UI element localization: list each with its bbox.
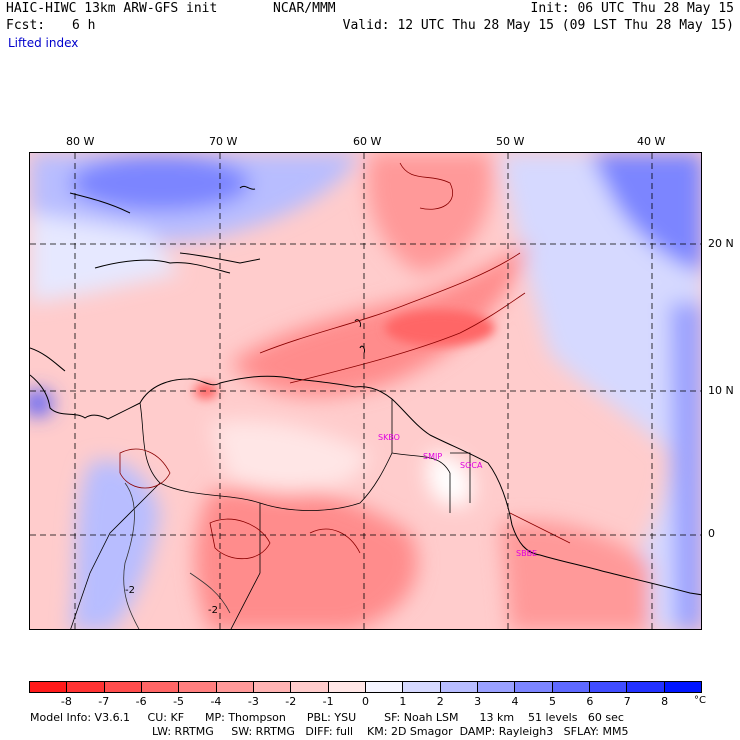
model-title: HAIC-HIWC 13km ARW-GFS init xyxy=(6,1,218,16)
colorbar-tick-label: -4 xyxy=(210,695,222,708)
colorbar-tick-label: -1 xyxy=(322,695,334,708)
colorbar-tick-label: 3 xyxy=(474,695,482,708)
station-label: SBBE xyxy=(516,549,538,558)
lon-label: 70 W xyxy=(209,135,238,148)
model-info-line2: LW: RRTMG SW: RRTMG DIFF: full KM: 2D Sm… xyxy=(152,725,629,738)
colorbar-tick-label: 5 xyxy=(548,695,556,708)
colorbar-tick-label: 2 xyxy=(436,695,444,708)
fcst-value: 6 h xyxy=(72,18,96,33)
colorbar-swatch xyxy=(664,682,701,692)
colorbar-tick-label: 7 xyxy=(623,695,631,708)
colorbar-swatch xyxy=(179,682,217,692)
colorbar-swatch xyxy=(141,682,180,692)
colorbar-swatch xyxy=(515,682,553,692)
lon-label: 60 W xyxy=(353,135,382,148)
field-name: Lifted index xyxy=(8,36,79,50)
station-label: SOCA xyxy=(460,461,483,470)
colorbar-tick-label: 8 xyxy=(661,695,669,708)
contour-label: -2 xyxy=(125,585,135,596)
country-borders xyxy=(70,399,471,629)
model-info-line1: Model Info: V3.6.1 CU: KF MP: Thompson P… xyxy=(30,711,624,724)
fcst-label: Fcst: xyxy=(6,18,46,33)
colorbar-tick-label: 0 xyxy=(362,695,369,708)
lon-label: 80 W xyxy=(66,135,95,148)
field-shading xyxy=(30,153,701,629)
colorbar-tick-label: -8 xyxy=(60,695,72,708)
colorbar-tick-label: 6 xyxy=(586,695,594,708)
colorbar-swatch xyxy=(403,682,441,692)
contour-label: -2 xyxy=(208,605,218,616)
colorbar-tick-label: -2 xyxy=(285,695,297,708)
colorbar-swatch xyxy=(589,682,628,692)
init-time: Init: 06 UTC Thu 28 May 15 xyxy=(530,1,735,16)
colorbar-tick-label: -5 xyxy=(173,695,185,708)
colorbar-swatch xyxy=(216,682,254,692)
colorbar-tick-label: -3 xyxy=(247,695,259,708)
lat-label: 10 N xyxy=(708,384,734,397)
colorbar-swatch xyxy=(627,682,665,692)
lon-label: 50 W xyxy=(496,135,525,148)
colorbar-swatch xyxy=(253,682,292,692)
station-label: SKBO xyxy=(378,433,400,442)
colorbar-swatch xyxy=(291,682,329,692)
colorbar-swatch xyxy=(552,682,590,692)
lifted-index-map: -2 -2 SKBO SMJP SOCA SBBE xyxy=(29,152,702,630)
lat-label: 0 xyxy=(708,527,715,540)
map-canvas: -2 -2 xyxy=(30,153,701,629)
colorbar-swatch xyxy=(30,682,68,692)
colorbar-tick-label: 1 xyxy=(399,695,407,708)
valid-time: Valid: 12 UTC Thu 28 May 15 (09 LST Thu … xyxy=(342,18,734,33)
colorbar-swatch xyxy=(365,682,404,692)
strong-instability-core xyxy=(385,310,495,346)
graticule xyxy=(30,153,701,629)
org-label: NCAR/MMM xyxy=(273,1,336,16)
colorbar-unit: °C xyxy=(694,695,706,706)
colorbar-swatch xyxy=(67,682,105,692)
colorbar-swatch xyxy=(104,682,142,692)
li-contours xyxy=(119,162,571,560)
station-label: SMJP xyxy=(423,452,443,461)
lon-label: 40 W xyxy=(637,135,666,148)
colorbar-swatch xyxy=(477,682,516,692)
colorbar-swatch xyxy=(328,682,366,692)
colorbar-swatch xyxy=(440,682,478,692)
colorbar xyxy=(29,681,702,693)
lat-label: 20 N xyxy=(708,237,734,250)
colorbar-tick-label: -7 xyxy=(98,695,110,708)
neg2-contours xyxy=(123,482,231,629)
colorbar-tick-label: -6 xyxy=(135,695,147,708)
colorbar-tick-label: 4 xyxy=(511,695,519,708)
